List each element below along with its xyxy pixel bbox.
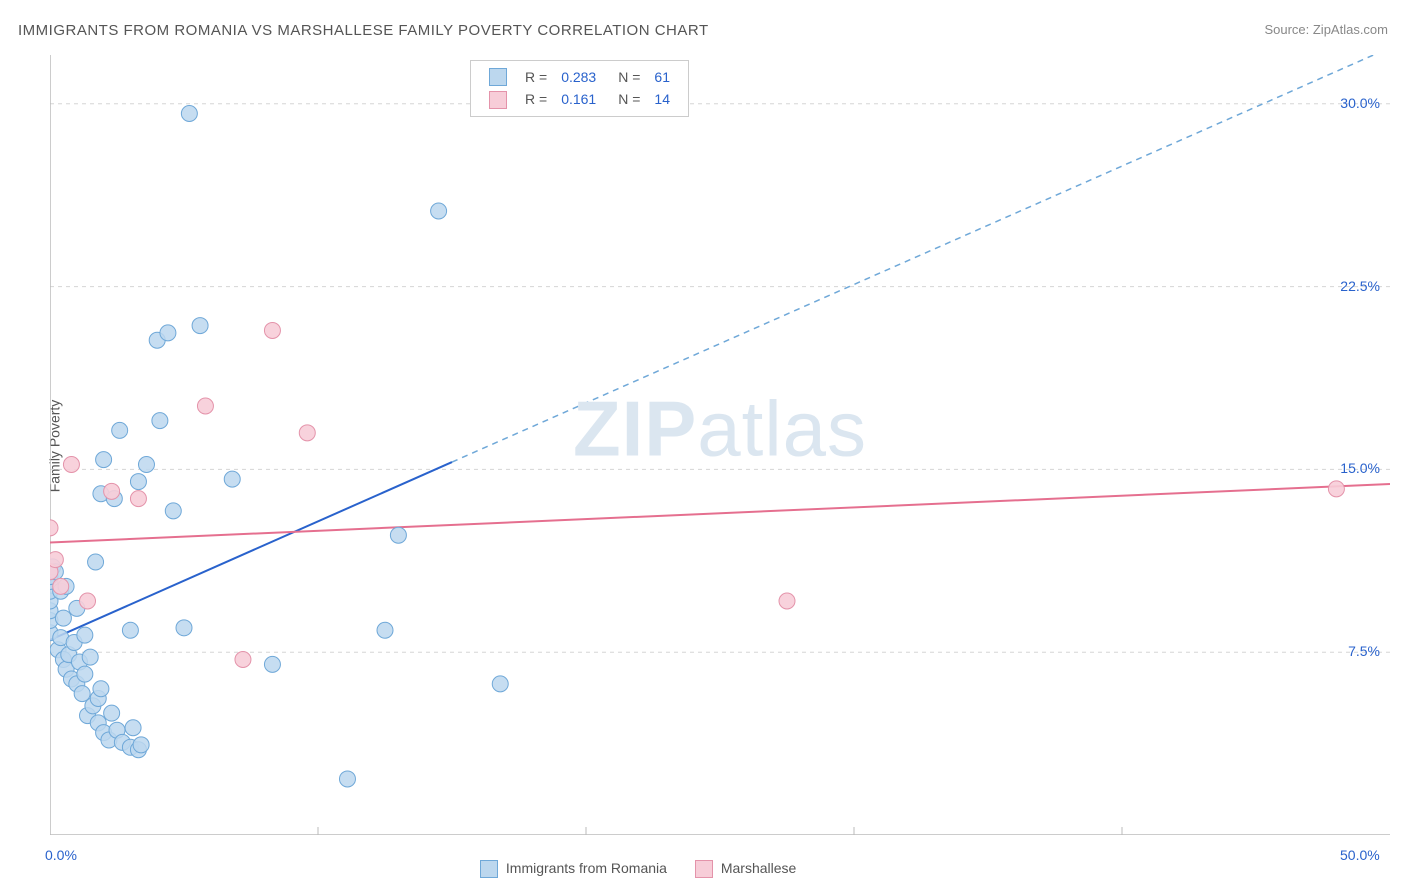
chart-svg <box>50 55 1390 835</box>
chart-title: IMMIGRANTS FROM ROMANIA VS MARSHALLESE F… <box>18 22 709 39</box>
source-value: ZipAtlas.com <box>1313 22 1388 37</box>
y-tick-label: 22.5% <box>1330 278 1380 294</box>
y-tick-label: 30.0% <box>1330 95 1380 111</box>
y-tick-label: 7.5% <box>1330 643 1380 659</box>
source-label: Source: ZipAtlas.com <box>1264 22 1388 37</box>
x-tick-label: 0.0% <box>45 847 77 863</box>
chart-plot-area: ZIPatlas <box>50 55 1390 835</box>
x-tick-label: 50.0% <box>1340 847 1380 863</box>
y-tick-label: 15.0% <box>1330 460 1380 476</box>
legend-stats-box: R = 0.283 N = 61 R = 0.161 N = 14 <box>470 60 689 117</box>
source-prefix: Source: <box>1264 22 1312 37</box>
legend-series: Immigrants from Romania Marshallese <box>480 860 824 878</box>
